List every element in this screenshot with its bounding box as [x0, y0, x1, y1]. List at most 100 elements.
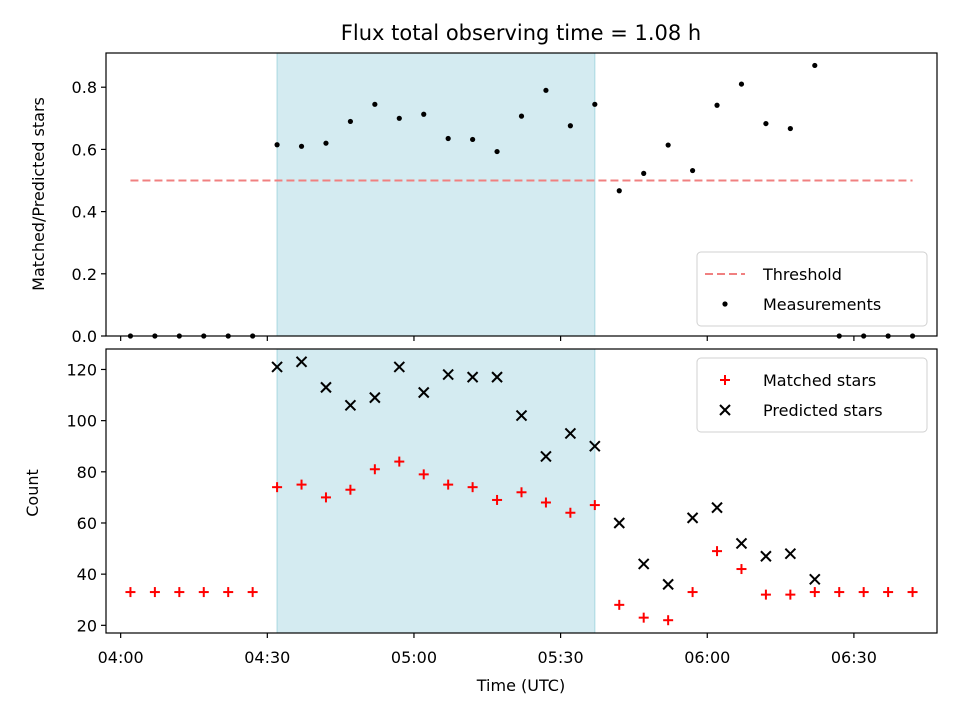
measurement-point — [665, 142, 671, 148]
x-tick-label: 05:30 — [538, 648, 584, 667]
y-tick-label: 100 — [66, 412, 97, 431]
matched-stars-point — [834, 587, 845, 598]
matched-stars-point — [540, 497, 551, 508]
predicted-stars-point — [271, 361, 283, 373]
matched-stars-point — [883, 587, 894, 598]
y-tick-label: 80 — [77, 463, 97, 482]
axes-frame — [105, 348, 938, 634]
x-tick-label: 06:30 — [831, 648, 877, 667]
predicted-stars-point — [760, 550, 772, 562]
measurement-point — [518, 113, 525, 119]
matched-stars-point — [785, 589, 796, 600]
legend-matched-swatch — [720, 375, 730, 385]
legend: Matched stars Predicted stars — [696, 357, 928, 433]
bottom-panel: 20 40 60 80 100 120 04:00 04:30 05:00 05:30 06:00 0… — [66, 348, 938, 667]
measurement-point — [274, 142, 280, 148]
measurement-point — [763, 120, 769, 127]
matched-stars-point — [125, 587, 136, 598]
x-tick-label: 04:00 — [98, 648, 144, 667]
axes-frame — [105, 52, 938, 337]
matched-stars-point — [394, 456, 405, 467]
measurement-point — [445, 135, 451, 142]
top-y-axis-label: Matched/Predicted stars — [29, 97, 48, 291]
matched-stars-point — [565, 507, 576, 518]
predicted-stars-point — [418, 386, 430, 399]
bottom-y-axis-label: Count — [23, 469, 42, 517]
predicted-stars-point — [295, 356, 308, 368]
legend-label: Matched stars — [763, 371, 876, 390]
measurement-point — [689, 167, 696, 174]
y-tick-label: 0.8 — [72, 78, 97, 97]
predicted-stars-point — [637, 558, 650, 570]
matched-stars-point — [663, 615, 674, 626]
matched-stars-point — [858, 587, 869, 598]
y-tick-label: 20 — [77, 616, 97, 635]
predicted-stars-point — [589, 440, 601, 452]
measurement-point — [567, 123, 573, 129]
y-tick-label: 120 — [66, 360, 97, 379]
matched-stars-point — [443, 479, 454, 490]
predicted-stars-point — [442, 368, 454, 381]
x-tick-label: 05:00 — [391, 648, 437, 667]
observing-window-span — [276, 52, 596, 337]
predicted-stars-point — [369, 391, 381, 404]
matched-stars-point — [712, 546, 723, 557]
predicted-stars-point — [540, 450, 552, 463]
matched-stars-point — [687, 587, 698, 598]
matched-stars-point — [296, 479, 307, 490]
matched-stars-point — [492, 494, 503, 505]
predicted-stars-point — [711, 501, 723, 514]
matched-stars-point — [223, 587, 234, 598]
legend-label: Predicted stars — [763, 401, 883, 420]
measurement-point — [641, 170, 647, 176]
y-tick-label: 0.4 — [72, 203, 97, 222]
matched-stars-point — [345, 484, 356, 495]
top-panel: 0.0 0.2 0.4 0.6 0.8 Threshold Measurements — [72, 52, 938, 346]
predicted-stars-point — [491, 371, 503, 383]
predicted-stars-point — [809, 573, 821, 585]
predicted-stars-point — [393, 361, 406, 373]
predicted-stars-point — [344, 399, 357, 411]
measurement-point — [738, 81, 745, 87]
predicted-stars-point — [564, 427, 577, 440]
y-tick-label: 0.6 — [72, 140, 97, 159]
predicted-stars-point — [735, 537, 748, 550]
matched-stars-point — [149, 587, 160, 598]
x-axis-label: Time (UTC) — [476, 676, 565, 695]
y-tick-label: 0.0 — [72, 327, 97, 346]
legend-measurement-swatch — [722, 301, 728, 307]
measurement-point — [812, 62, 818, 69]
measurement-point — [323, 140, 329, 146]
x-tick-label: 06:00 — [684, 648, 730, 667]
predicted-stars-point — [320, 381, 332, 394]
measurement-point — [372, 101, 378, 107]
observing-window-span — [276, 348, 596, 634]
matched-stars-point — [736, 564, 747, 575]
matched-stars-point — [320, 492, 331, 503]
x-tick-label: 04:30 — [244, 648, 290, 667]
y-tick-label: 40 — [77, 565, 97, 584]
legend: Threshold Measurements — [696, 251, 928, 327]
matched-stars-point — [809, 587, 820, 598]
matched-stars-point — [760, 589, 771, 600]
matched-stars-point — [907, 587, 918, 598]
measurement-point — [592, 101, 598, 107]
matched-stars-point — [174, 587, 185, 598]
matched-stars-point — [198, 587, 209, 598]
measurement-point — [396, 115, 402, 121]
matched-stars-point — [467, 482, 478, 493]
matched-stars-point — [247, 587, 258, 598]
predicted-stars-point — [515, 409, 528, 422]
measurement-point — [347, 118, 354, 125]
matched-stars-point — [516, 487, 527, 498]
measurement-point — [494, 148, 500, 155]
matched-stars-point — [589, 500, 600, 511]
matched-stars-point — [369, 464, 380, 475]
predicted-stars-point — [686, 512, 699, 524]
legend-predicted-swatch — [719, 404, 731, 416]
predicted-stars-point — [613, 517, 625, 529]
matched-stars-point — [638, 612, 649, 623]
measurement-point — [714, 102, 720, 108]
predicted-stars-point — [466, 371, 479, 383]
